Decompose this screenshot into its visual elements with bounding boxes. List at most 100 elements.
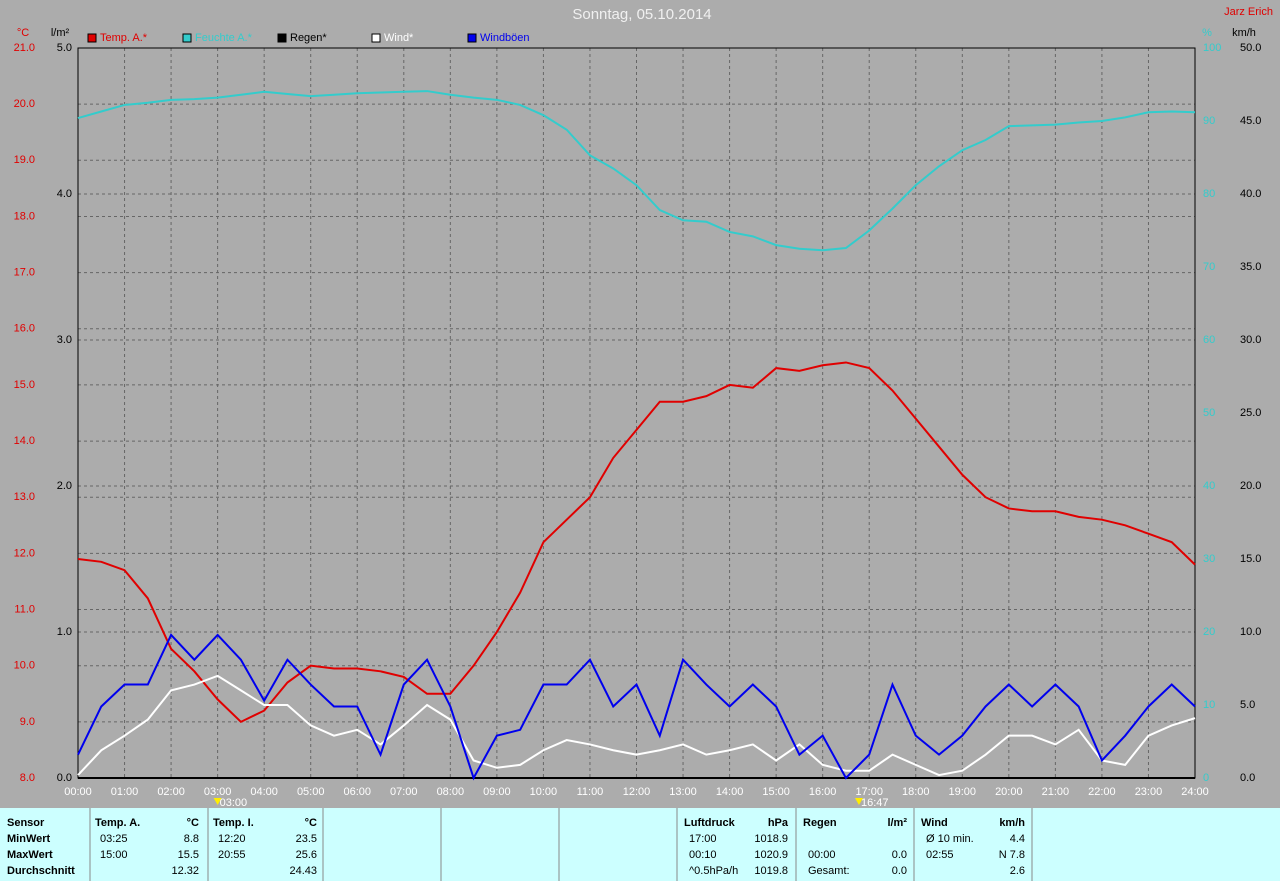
y-tick-label: 100 [1203,42,1221,54]
y-tick-label: 5.0 [57,42,72,54]
legend-label: Regen* [290,32,327,44]
y-tick-label: 0.0 [57,772,72,784]
chart-title: Sonntag, 05.10.2014 [572,6,711,23]
y-tick-label: 3.0 [57,334,72,346]
x-tick-label: 11:00 [577,786,604,798]
cell-value: 0.0 [892,865,907,877]
background [0,0,1280,808]
y-tick-label: 21.0 [14,42,35,54]
y-tick-label: 35.0 [1240,261,1261,273]
column-unit: °C [305,817,317,829]
x-tick-label: 24:00 [1181,786,1209,798]
time-marker [854,798,863,805]
y-tick-label: 50.0 [1240,42,1261,54]
cell-time: Ø 10 min. [926,833,974,845]
series-line [77,674,1196,777]
cell-value: 0.0 [892,849,907,861]
y-tick-label: 20.0 [1240,480,1261,492]
cell-value: 23.5 [296,833,317,845]
author: Jarz Erich [1224,6,1273,18]
x-tick-label: 15:00 [762,786,790,798]
cell-time: Gesamt: [808,865,850,877]
x-tick-label: 04:00 [250,786,278,798]
x-tick-label: 13:00 [669,786,697,798]
time-marker-label: 16:47 [861,797,889,809]
axis-unit: l/m² [51,27,70,39]
x-tick-label: 05:00 [297,786,325,798]
y-tick-label: 25.0 [1240,407,1261,419]
axis-unit: °C [17,27,29,39]
y-tick-label: 19.0 [14,154,35,166]
table-background [0,808,1280,881]
y-tick-label: 15.0 [14,379,35,391]
x-tick-label: 10:00 [530,786,558,798]
x-tick-label: 16:00 [809,786,837,798]
y-tick-label: 8.0 [20,772,35,784]
column-unit: km/h [999,817,1025,829]
y-tick-label: 70 [1203,261,1215,273]
x-tick-label: 14:00 [716,786,744,798]
y-tick-label: 30 [1203,553,1215,565]
y-tick-label: 40 [1203,480,1215,492]
x-tick-label: 00:00 [64,786,92,798]
cell-value: 15.5 [178,849,199,861]
legend-label: Windböen [480,32,530,44]
y-tick-label: 10 [1203,699,1215,711]
cell-time: 15:00 [100,849,128,861]
y-tick-label: 18.0 [14,210,35,222]
x-tick-label: 22:00 [1088,786,1116,798]
y-tick-label: 90 [1203,115,1215,127]
axis-unit: km/h [1232,27,1256,39]
cell-value: N 7.8 [999,849,1025,861]
row-label: Durchschnitt [7,865,75,877]
y-tick-label: 16.0 [14,323,35,335]
x-tick-label: 21:00 [1042,786,1070,798]
cell-time: 00:00 [808,849,836,861]
y-tick-label: 15.0 [1240,553,1261,565]
x-tick-label: 19:00 [949,786,977,798]
cell-value: 25.6 [296,849,317,861]
cell-time: 17:00 [689,833,717,845]
x-tick-label: 02:00 [157,786,185,798]
legend-swatch [371,33,381,43]
cell-value: 8.8 [184,833,199,845]
cell-time: 02:55 [926,849,954,861]
x-tick-label: 09:00 [483,786,511,798]
legend-swatch [277,33,287,43]
cell-value: 1019.8 [754,865,788,877]
y-tick-label: 45.0 [1240,115,1261,127]
series-line [77,633,1196,781]
column-title: Temp. I. [213,817,254,829]
legend-swatch [467,33,477,43]
y-tick-label: 20.0 [14,98,35,110]
legend-label: Temp. A.* [100,32,148,44]
cell-time: 20:55 [218,849,246,861]
axis-unit: % [1202,27,1212,39]
y-tick-label: 20 [1203,626,1215,638]
y-tick-label: 10.0 [1240,626,1261,638]
y-tick-label: 5.0 [1240,699,1255,711]
legend-swatch [182,33,192,43]
y-tick-label: 60 [1203,334,1215,346]
y-tick-label: 17.0 [14,267,35,279]
y-tick-label: 0 [1203,772,1209,784]
column-title: Wind [921,817,948,829]
y-tick-label: 1.0 [57,626,72,638]
y-tick-label: 14.0 [14,435,35,447]
x-tick-label: 12:00 [623,786,651,798]
y-tick-label: 0.0 [1240,772,1255,784]
y-tick-label: 12.0 [14,547,35,559]
cell-value: 24.43 [289,865,317,877]
legend-label: Wind* [384,32,414,44]
column-unit: hPa [768,817,789,829]
x-tick-label: 23:00 [1135,786,1163,798]
y-tick-label: 13.0 [14,491,35,503]
y-tick-label: 50 [1203,407,1215,419]
x-tick-label: 06:00 [343,786,371,798]
x-tick-label: 07:00 [390,786,418,798]
cell-value: 1018.9 [754,833,788,845]
cell-time: 12:20 [218,833,246,845]
column-title: Luftdruck [684,817,736,829]
